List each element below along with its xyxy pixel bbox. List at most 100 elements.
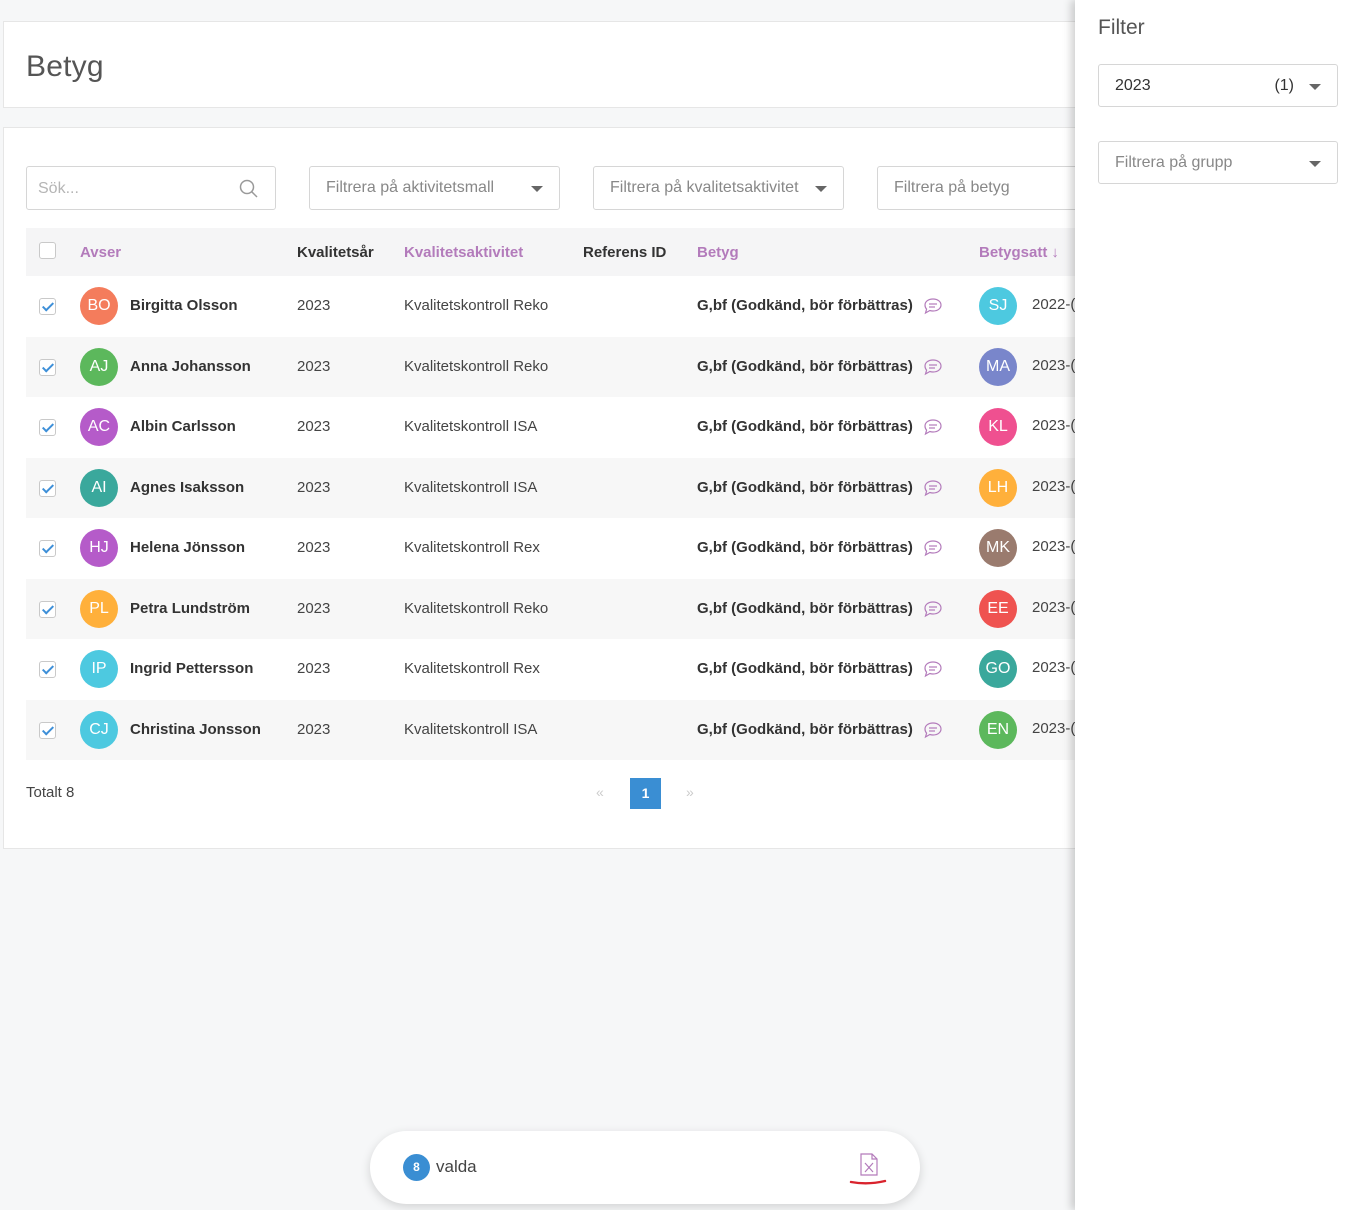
quality-year: 2023: [297, 297, 331, 314]
comment-icon[interactable]: [923, 297, 943, 315]
person-name[interactable]: Birgitta Olsson: [130, 297, 238, 314]
person-name[interactable]: Helena Jönsson: [130, 539, 246, 556]
selected-count-badge: 8: [403, 1154, 430, 1181]
row-checkbox[interactable]: [39, 540, 56, 557]
filter-panel-title: Filter: [1098, 16, 1145, 39]
column-header-kvalitetsar: Kvalitetsår: [297, 244, 374, 261]
table-body: BO Birgitta Olsson 2023 Kvalitetskontroll R…: [26, 276, 1106, 760]
grader-avatar: MK: [979, 529, 1017, 567]
table-row[interactable]: IP Ingrid Pettersson 2023 Kvalitetskontroll…: [26, 639, 1106, 700]
graded-date: 2022-(: [1032, 296, 1076, 313]
row-checkbox[interactable]: [39, 419, 56, 436]
row-checkbox[interactable]: [39, 661, 56, 678]
pager-current-page[interactable]: 1: [630, 778, 661, 809]
selection-action-bar: 8 valda: [370, 1131, 920, 1204]
quality-year: 2023: [297, 357, 331, 375]
year-filter-dropdown[interactable]: 2023 (1): [1098, 64, 1338, 107]
chevron-down-icon: [815, 186, 827, 192]
avatar: IP: [80, 650, 118, 688]
person-name[interactable]: Anna Johansson: [130, 357, 251, 375]
person-name[interactable]: Albin Carlsson: [130, 418, 236, 435]
quality-activity: Kvalitetskontroll Reko: [404, 599, 549, 617]
row-checkbox[interactable]: [39, 600, 56, 618]
person-name[interactable]: Agnes Isaksson: [130, 478, 245, 496]
person-name[interactable]: Petra Lundström: [130, 599, 251, 617]
chevron-down-icon: [1309, 84, 1321, 90]
table-row[interactable]: AJ Anna Johansson 2023 Kvalitetskontroll Re…: [26, 336, 1106, 397]
quality-year: 2023: [297, 478, 331, 496]
graded-date: 2023-(: [1032, 477, 1076, 495]
column-header-betyg[interactable]: Betyg: [697, 244, 739, 261]
excel-export-icon[interactable]: [848, 1151, 888, 1187]
person-name[interactable]: Ingrid Pettersson: [130, 660, 254, 677]
dropdown-label: Filtrera på aktivitetsmall: [326, 179, 495, 196]
avatar: AJ: [80, 347, 118, 386]
grader-avatar: LH: [979, 468, 1017, 507]
search-box[interactable]: [26, 166, 276, 210]
quality-activity: Kvalitetskontroll Rex: [404, 539, 540, 556]
selected-label: valda: [436, 1157, 477, 1176]
comment-icon[interactable]: [923, 660, 943, 678]
table-row[interactable]: CJ Christina Jonsson 2023 Kvalitetskontroll…: [26, 699, 1106, 760]
quality-year: 2023: [297, 599, 331, 617]
quality-activity: Kvalitetskontroll ISA: [404, 720, 538, 738]
avatar: AI: [80, 468, 118, 507]
table-row[interactable]: HJ Helena Jönsson 2023 Kvalitetskontroll Re…: [26, 518, 1106, 579]
quality-year: 2023: [297, 418, 331, 435]
search-input[interactable]: [36, 177, 230, 201]
chevron-down-icon: [531, 186, 543, 192]
total-count: Totalt 8: [26, 784, 75, 801]
filter-quality-activity-dropdown[interactable]: Filtrera på kvalitetsaktivitet: [593, 166, 844, 210]
group-filter-dropdown[interactable]: Filtrera på grupp: [1098, 141, 1338, 184]
column-header-kvalitetsaktivitet[interactable]: Kvalitetsaktivitet: [404, 244, 524, 261]
avatar: HJ: [80, 529, 118, 567]
row-checkbox[interactable]: [39, 479, 56, 497]
quality-activity: Kvalitetskontroll Reko: [404, 357, 549, 375]
column-header-avser[interactable]: Avser: [80, 244, 122, 261]
filter-activity-template-dropdown[interactable]: Filtrera på aktivitetsmall: [309, 166, 560, 210]
graded-date: 2023-(: [1032, 417, 1076, 434]
avatar: AC: [80, 408, 118, 446]
grades-table: Avser Kvalitetsår Kvalitetsaktivitet Ref…: [26, 228, 1106, 760]
table-row[interactable]: BO Birgitta Olsson 2023 Kvalitetskontroll R…: [26, 276, 1106, 337]
comment-icon[interactable]: [923, 479, 943, 497]
row-checkbox[interactable]: [39, 298, 56, 315]
year-filter-count: (1): [1274, 77, 1294, 94]
grade: G,bf (Godkänd, bör förbättras): [697, 599, 913, 617]
column-header-betygsatt-label: Betygsatt: [979, 244, 1048, 261]
table-row[interactable]: PL Petra Lundström 2023 Kvalitetskontroll R…: [26, 578, 1106, 639]
comment-icon[interactable]: [923, 539, 943, 557]
column-header-betygsatt[interactable]: Betygsatt ↓: [979, 244, 1059, 261]
main-card: Filtrera på aktivitetsmall Filtrera på k…: [3, 127, 1128, 849]
grader-avatar: KL: [979, 408, 1017, 446]
quality-year: 2023: [297, 720, 331, 738]
comment-icon[interactable]: [923, 358, 943, 376]
header-card: Betyg: [3, 21, 1103, 108]
row-checkbox[interactable]: [39, 358, 56, 376]
table-row[interactable]: AI Agnes Isaksson 2023 Kvalitetskontroll IS…: [26, 457, 1106, 518]
dropdown-label: Filtrera på kvalitetsaktivitet: [610, 179, 799, 196]
person-name[interactable]: Christina Jonsson: [130, 720, 261, 738]
sort-down-icon: ↓: [1051, 244, 1059, 261]
pager-next[interactable]: »: [686, 784, 694, 800]
graded-date: 2023-(: [1032, 538, 1076, 555]
page-title: Betyg: [26, 50, 104, 83]
pager-previous[interactable]: «: [596, 784, 604, 800]
select-all-checkbox[interactable]: [39, 242, 56, 259]
grader-avatar: SJ: [979, 287, 1017, 325]
grader-avatar: EE: [979, 589, 1017, 628]
avatar: BO: [80, 287, 118, 325]
grader-avatar: MA: [979, 347, 1017, 386]
table-row[interactable]: AC Albin Carlsson 2023 Kvalitetskontroll IS…: [26, 397, 1106, 458]
graded-date: 2023-(: [1032, 356, 1076, 374]
row-checkbox[interactable]: [39, 721, 56, 739]
comment-icon[interactable]: [923, 721, 943, 739]
group-filter-placeholder: Filtrera på grupp: [1115, 154, 1233, 171]
grader-avatar: GO: [979, 650, 1017, 688]
search-icon[interactable]: [239, 179, 259, 199]
quality-activity: Kvalitetskontroll Rex: [404, 660, 540, 677]
comment-icon[interactable]: [923, 418, 943, 436]
filter-panel: Filter 2023 (1) Filtrera på grupp: [1075, 0, 1345, 1210]
comment-icon[interactable]: [923, 600, 943, 618]
quality-year: 2023: [297, 660, 331, 677]
